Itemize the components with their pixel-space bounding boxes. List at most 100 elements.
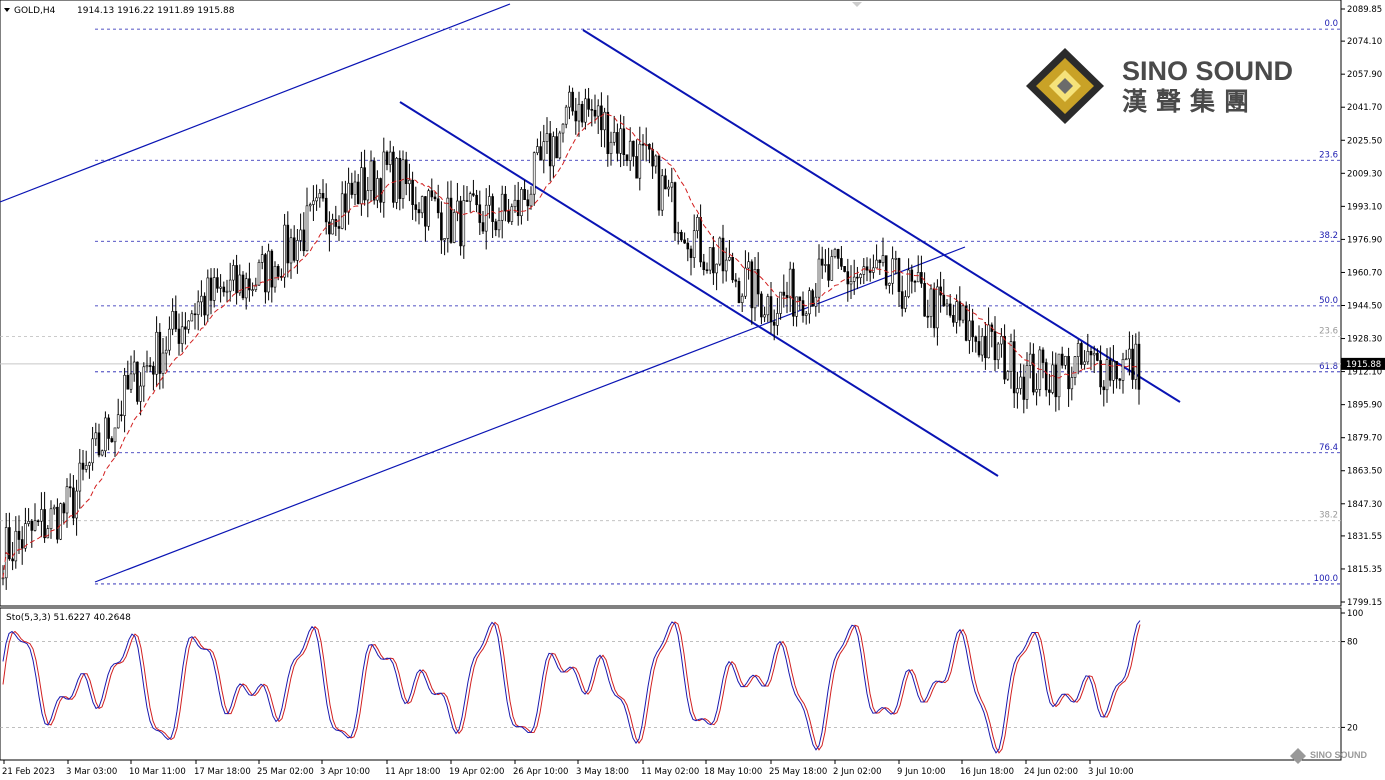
candle-body: [552, 136, 555, 167]
candle-body: [529, 193, 533, 207]
candle-body: [129, 373, 133, 390]
candle-body: [619, 128, 622, 154]
candle-body: [670, 182, 674, 188]
candle-body: [654, 155, 658, 167]
time-tick-label: 3 Apr 10:00: [320, 767, 370, 777]
trendline[interactable]: [582, 29, 1181, 403]
candle-body: [910, 269, 914, 282]
candle-body: [955, 301, 958, 323]
time-axis: 21 Feb 2023 3 Mar 03:00 10 Mar 11:00 17 Mar…: [2, 760, 1134, 777]
candle-body: [747, 261, 750, 269]
candle-body: [715, 263, 718, 274]
candle-body: [472, 193, 475, 196]
candle-body: [104, 417, 107, 452]
candle-body: [721, 237, 725, 272]
small-logo: SINO SOUND: [1290, 748, 1368, 764]
candle-body: [801, 300, 805, 316]
candle-body: [484, 204, 488, 232]
candle-body: [388, 151, 392, 165]
candle-body: [1112, 361, 1115, 381]
oscillator-panel: [0, 607, 1342, 761]
candle-body: [609, 141, 613, 154]
trendline[interactable]: [94, 246, 966, 583]
candle-body: [926, 315, 930, 318]
candle-body: [424, 196, 427, 227]
candle-body: [1134, 343, 1138, 380]
candle-body: [1067, 355, 1070, 390]
candle-body: [673, 182, 677, 234]
price-tick-label: 1976.90: [1347, 235, 1382, 245]
candle-body: [667, 186, 670, 190]
candle-body: [932, 288, 936, 329]
candle-body: [433, 196, 437, 200]
time-tick-label: 18 May 10:00: [704, 767, 762, 777]
candle-body: [606, 111, 610, 154]
candle-body: [286, 224, 290, 264]
current-price-box: [1341, 357, 1385, 370]
candle-body: [392, 151, 395, 203]
scroll-marker-icon[interactable]: [852, 2, 862, 7]
price-tick-label: 2074.10: [1347, 37, 1382, 47]
candle-body: [916, 272, 920, 283]
candle-body: [385, 151, 389, 165]
candle-body: [782, 291, 786, 296]
candle-body: [408, 179, 411, 185]
candle-body: [625, 154, 629, 161]
candle-body: [1089, 351, 1093, 356]
candle-body: [961, 305, 965, 321]
secondary-fib-label: 38.2: [1319, 511, 1338, 521]
small-logo-text: SINO SOUND: [1310, 750, 1368, 760]
candle-body: [734, 279, 738, 282]
candle-body: [532, 152, 536, 195]
candle-body: [91, 438, 94, 464]
candle-body: [235, 265, 238, 294]
candle-body: [203, 295, 206, 316]
moving-average-line: [2, 112, 1140, 578]
candle-body: [353, 181, 357, 195]
candle-body: [126, 375, 130, 390]
candle-body: [1108, 359, 1112, 381]
trendline[interactable]: [0, 3, 511, 203]
candle-body: [1035, 389, 1038, 393]
price-tick-label: 2009.30: [1347, 169, 1382, 179]
candle-body: [171, 311, 174, 330]
candle-body: [94, 432, 98, 440]
candle-body: [539, 146, 542, 161]
price-tick-label: 1928.30: [1347, 335, 1382, 345]
time-tick-label: 3 May 18:00: [576, 767, 629, 777]
candle-body: [817, 258, 821, 298]
price-tick-label: 1831.55: [1347, 532, 1382, 542]
trendline[interactable]: [399, 101, 999, 477]
dropdown-triangle-icon[interactable]: [4, 8, 10, 12]
price-tick-label: 1863.50: [1347, 467, 1382, 477]
candle-body: [241, 274, 245, 299]
candle-body: [958, 301, 962, 321]
candle-body: [379, 178, 382, 203]
candle-body: [497, 219, 501, 231]
candle-body: [526, 199, 530, 207]
candle-body: [46, 528, 50, 539]
trendline-layer[interactable]: [0, 3, 1181, 583]
candle-body: [411, 179, 414, 205]
candle-body: [731, 256, 734, 281]
candle-body: [702, 261, 706, 271]
candle-body: [1070, 377, 1074, 390]
stoch-level-label: 80: [1347, 638, 1358, 648]
secondary-fib-label: 23.6: [1319, 327, 1338, 337]
candle-body: [1083, 361, 1086, 365]
candle-body: [699, 217, 702, 263]
candle-body: [1099, 360, 1102, 388]
candle-body: [158, 331, 162, 374]
candle-body: [340, 193, 344, 229]
candle-body: [852, 276, 856, 282]
candle-body: [225, 290, 229, 293]
candle-body: [452, 212, 456, 243]
candle-body: [651, 148, 654, 167]
candle-body: [1, 577, 5, 580]
candle-body: [756, 269, 760, 295]
candle-body: [344, 193, 347, 213]
candle-body: [798, 296, 802, 301]
candle-body: [718, 237, 722, 265]
time-tick-label: 10 Mar 11:00: [129, 767, 186, 777]
